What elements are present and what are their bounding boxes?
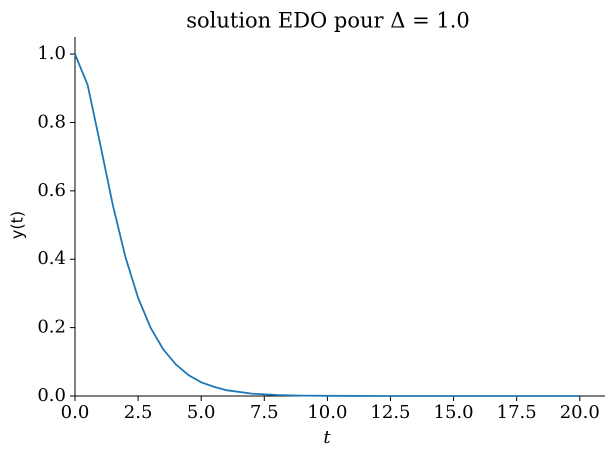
x-tick-label: 12.5 [370, 402, 410, 423]
x-tick-label: 17.5 [497, 402, 537, 423]
x-tick-label: 7.5 [250, 402, 279, 423]
y-tick-label: 1.0 [37, 43, 66, 64]
y-axis-label: y(t) [8, 211, 27, 239]
y-tick-label: 0.2 [37, 317, 66, 338]
y-tick-label: 0.0 [37, 385, 66, 406]
x-axis-label: t [323, 427, 331, 448]
chart-title: solution EDO pour Δ = 1.0 [186, 9, 470, 33]
x-tick-label: 2.5 [124, 402, 153, 423]
x-tick-label: 0.0 [61, 402, 90, 423]
x-tick-label: 5.0 [187, 402, 216, 423]
y-tick-label: 0.6 [37, 180, 66, 201]
x-tick-label: 20.0 [560, 402, 600, 423]
x-tick-label: 10.0 [307, 402, 347, 423]
y-tick-label: 0.4 [37, 248, 66, 269]
y-tick-label: 0.8 [37, 111, 66, 132]
x-tick-label: 15.0 [434, 402, 474, 423]
data-line [74, 53, 580, 397]
